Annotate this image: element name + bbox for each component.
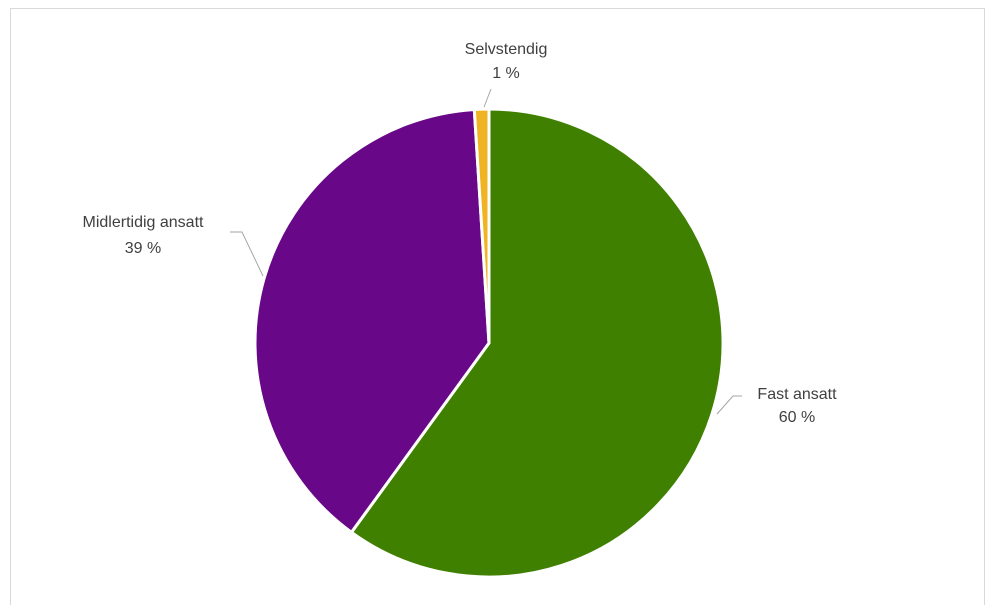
leader-lines <box>230 88 742 415</box>
chart-area <box>10 8 985 605</box>
slice-name-label-fast-ansatt: Fast ansatt <box>757 386 837 403</box>
pie-slice-fast-ansatt <box>349 107 725 579</box>
leader-line-fast-ansatt <box>716 395 742 415</box>
slice-value-label-selvstendig: 1 % <box>492 65 520 82</box>
pie-slice-selvstendig <box>472 107 491 345</box>
slice-name-label-midlertidig-ansatt: Midlertidig ansatt <box>83 214 205 231</box>
slice-value-label-midlertidig-ansatt: 39 % <box>125 240 161 257</box>
slice-value-label-fast-ansatt: 60 % <box>779 409 815 426</box>
leader-line-midlertidig-ansatt <box>230 231 264 277</box>
slice-labels: Fast ansatt 60 % Midlertidig ansatt 39 % Sel… <box>83 41 838 426</box>
pie-slices <box>253 107 725 579</box>
leader-line-selvstendig <box>483 88 492 108</box>
slice-name-label-selvstendig: Selvstendig <box>465 41 548 58</box>
pie-slice-midlertidig-ansatt <box>253 107 491 534</box>
